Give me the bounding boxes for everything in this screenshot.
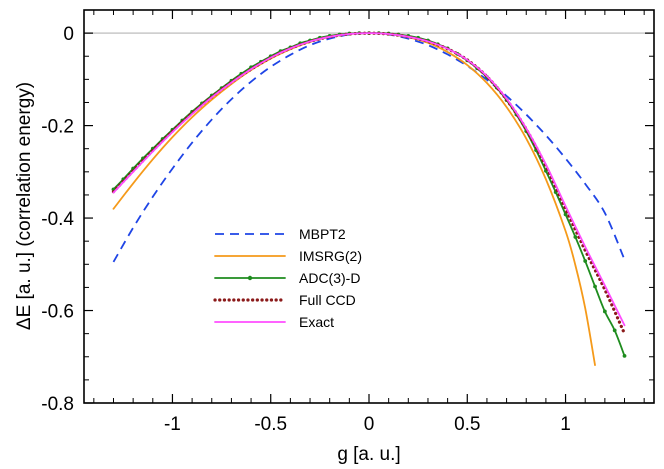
series-mbpt2 — [112, 32, 626, 263]
legend-label-exact: Exact — [299, 314, 334, 330]
plot-frame — [83, 9, 655, 404]
series-line-exact — [112, 32, 626, 327]
y-axis-label: ΔE [a. u.] (correlation energy) — [14, 82, 35, 330]
x-tick-label: 0.5 — [454, 414, 480, 435]
x-tick-label: 1 — [560, 414, 571, 435]
legend-label-full-ccd: Full CCD — [299, 292, 356, 308]
legend-marker — [247, 275, 253, 281]
legend: MBPT2 IMSRG(2) ADC(3)-D Full CCD Exact — [213, 226, 362, 330]
data-point — [573, 235, 578, 239]
x-tick-label: 0 — [364, 414, 375, 435]
y-tick-label: 0 — [63, 24, 74, 45]
data-point — [612, 328, 617, 333]
data-point — [583, 259, 588, 263]
series-exact — [112, 32, 626, 327]
data-point — [563, 212, 568, 217]
x-axis-label: g [a. u.] — [337, 444, 400, 465]
data-point — [593, 284, 597, 289]
legend-label-mbpt2: MBPT2 — [299, 226, 346, 242]
x-tick-label: -1 — [164, 414, 181, 435]
legend-label-imsrg-2: IMSRG(2) — [299, 248, 362, 264]
y-tick-label: -0.8 — [41, 394, 74, 415]
legend-label-adc-3-d: ADC(3)-D — [299, 270, 360, 286]
y-tick-label: -0.6 — [41, 302, 74, 323]
series-line-mbpt2 — [112, 32, 626, 263]
y-tick-label: -0.2 — [41, 117, 74, 138]
data-point — [622, 353, 627, 358]
x-tick-label: -0.5 — [254, 414, 287, 435]
data-point — [602, 309, 607, 314]
y-tick-label: -0.4 — [41, 209, 74, 230]
